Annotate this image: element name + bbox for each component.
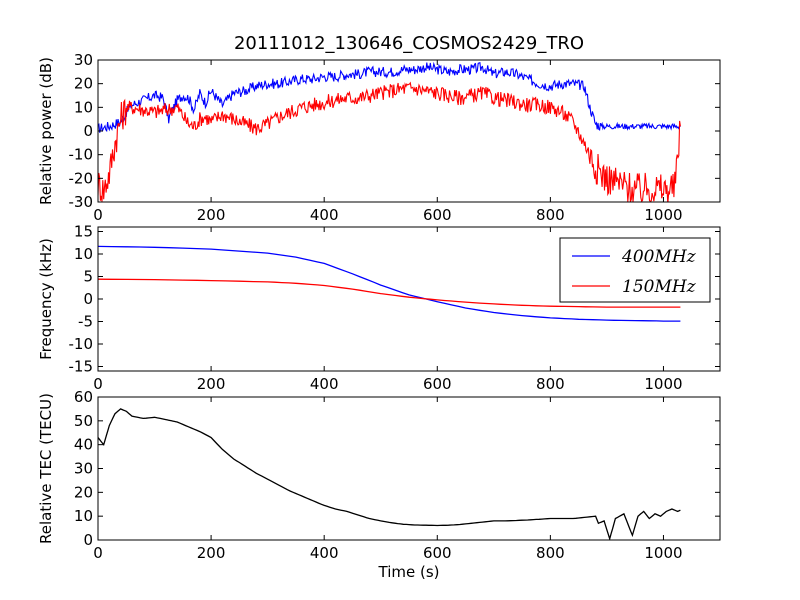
series-group bbox=[98, 408, 681, 540]
x-tick-label: 1000 bbox=[644, 206, 682, 224]
legend-label: 400MHz bbox=[621, 247, 697, 267]
x-tick-label: 600 bbox=[423, 206, 452, 224]
y-tick-label: 20 bbox=[74, 75, 93, 93]
x-tick-label: 0 bbox=[93, 206, 103, 224]
series-group bbox=[98, 61, 681, 202]
x-tick-label: 1000 bbox=[644, 375, 682, 393]
y-tick-label: 50 bbox=[74, 412, 93, 430]
x-tick-label: 800 bbox=[536, 206, 565, 224]
x-tick-label: 800 bbox=[536, 375, 565, 393]
y-tick-label: 0 bbox=[83, 122, 93, 140]
x-tick-label: 800 bbox=[536, 544, 565, 562]
y-tick-label: -30 bbox=[69, 193, 94, 211]
series-line-secondary bbox=[98, 81, 681, 202]
y-tick-label: 10 bbox=[74, 507, 93, 525]
frequency-panel: 0 200 400 600 800 1000 -15 -10 -5 0 5 10 15 Frequency… bbox=[37, 223, 721, 393]
y-tick-label: -15 bbox=[69, 358, 94, 376]
y-tick-label: 10 bbox=[74, 98, 93, 116]
series-line-150mhz bbox=[98, 278, 681, 308]
y-tick-label: 0 bbox=[83, 531, 93, 549]
x-axis-label: Time (s) bbox=[378, 563, 440, 581]
x-tick-label: 1000 bbox=[644, 544, 682, 562]
y-tick-label: -10 bbox=[69, 335, 94, 353]
x-tick-label: 200 bbox=[197, 206, 226, 224]
y-tick-label: 40 bbox=[74, 436, 93, 454]
x-tick-label: 200 bbox=[197, 375, 226, 393]
y-tick-label: 60 bbox=[74, 388, 93, 406]
x-tick-label: 0 bbox=[93, 375, 103, 393]
legend-label: 150MHz bbox=[622, 277, 697, 297]
series-line-primary bbox=[98, 61, 681, 133]
y-axis-label: Relative TEC (TECU) bbox=[37, 393, 55, 544]
power-panel: 0 200 400 600 800 1000 -30 -20 -10 0 10 20 30 Relativ… bbox=[37, 51, 721, 224]
tec-panel: 0 200 400 600 800 1000 0 10 20 30 40 50 60 Relative T… bbox=[37, 388, 721, 562]
y-tick-label: -5 bbox=[78, 313, 93, 331]
series-line-400mhz bbox=[98, 245, 681, 322]
x-tick-label: 400 bbox=[310, 544, 339, 562]
y-tick-label: 20 bbox=[74, 483, 93, 501]
y-tick-label: 30 bbox=[74, 460, 93, 478]
y-tick-label: 0 bbox=[83, 290, 93, 308]
y-axis-label: Frequency (kHz) bbox=[37, 238, 55, 360]
y-tick-label: -10 bbox=[69, 146, 94, 164]
chart-title: 20111012_130646_COSMOS2429_TRO bbox=[234, 33, 584, 54]
x-tick-label: 400 bbox=[310, 375, 339, 393]
x-tick-label: 200 bbox=[197, 544, 226, 562]
x-tick-label: 600 bbox=[423, 544, 452, 562]
y-tick-label: 5 bbox=[83, 268, 93, 286]
x-tick-label: 0 bbox=[93, 544, 103, 562]
y-tick-label: -20 bbox=[69, 169, 94, 187]
x-tick-label: 600 bbox=[423, 375, 452, 393]
x-tick-label: 400 bbox=[310, 206, 339, 224]
series-line-primary bbox=[98, 408, 681, 540]
y-axis-label: Relative power (dB) bbox=[37, 57, 55, 205]
y-tick-label: 10 bbox=[74, 245, 93, 263]
y-tick-label: 15 bbox=[74, 223, 93, 241]
series-group bbox=[98, 245, 681, 322]
legend-box bbox=[559, 237, 711, 303]
y-tick-label: 30 bbox=[74, 51, 93, 69]
legend: 400MHz 150MHz bbox=[559, 237, 711, 303]
